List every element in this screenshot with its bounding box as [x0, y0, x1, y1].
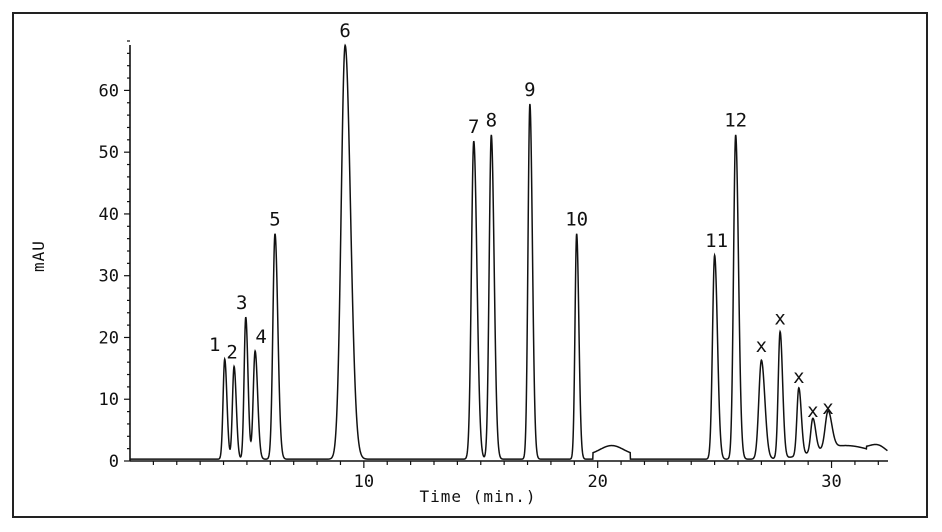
- y-axis-title: mAU: [29, 240, 48, 272]
- trace-layer: [130, 43, 888, 460]
- peak-label: 6: [339, 20, 350, 42]
- y-tick-label: 20: [99, 328, 119, 348]
- chart-frame: [12, 12, 928, 518]
- peak-label: x: [822, 397, 833, 419]
- tick-labels: 0 10 20 30 40 50 60 10 20 30: [99, 81, 842, 492]
- peak-label: x: [793, 366, 804, 388]
- peak-label: x: [807, 400, 818, 422]
- x-tick-label: 30: [821, 472, 841, 492]
- peak-label: 7: [468, 116, 479, 138]
- peak-label: 2: [226, 341, 237, 363]
- peak-label: 10: [565, 209, 588, 231]
- axes: [124, 40, 888, 468]
- peak-label: 11: [705, 230, 728, 252]
- y-tick-label: 60: [99, 81, 119, 101]
- peak-label: 5: [269, 209, 280, 231]
- x-axis-title: Time (min.): [420, 487, 537, 506]
- peak-label: 8: [486, 110, 497, 132]
- peak-label: x: [756, 335, 767, 357]
- peak-label: 9: [524, 79, 535, 101]
- peak-label: x: [774, 307, 785, 329]
- y-tick-label: 40: [99, 205, 119, 225]
- peak-label: 1: [209, 334, 220, 356]
- series-line-trace: [130, 43, 888, 460]
- y-tick-label: 50: [99, 143, 119, 163]
- x-tick-label: 20: [587, 472, 607, 492]
- peak-label: 4: [255, 326, 266, 348]
- y-tick-label: 0: [109, 452, 119, 472]
- x-tick-label: 10: [354, 472, 374, 492]
- peak-label: 3: [236, 292, 247, 314]
- y-tick-label: 30: [99, 267, 119, 287]
- y-tick-label: 10: [99, 390, 119, 410]
- peak-label: 12: [724, 110, 747, 132]
